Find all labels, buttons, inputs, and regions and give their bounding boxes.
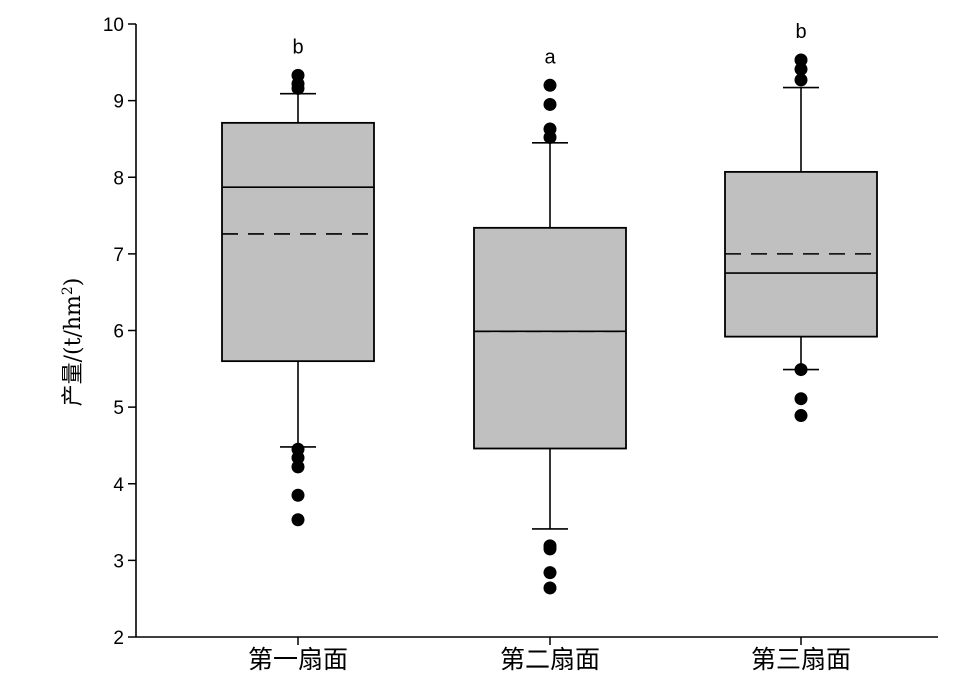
y-tick-label: 3 [113, 551, 124, 572]
outlier-point [543, 130, 557, 144]
y-tick-label: 6 [113, 322, 124, 343]
axes: 2 3 4 5 6 7 8 9 10 第一扇面 第二扇面 第三扇面 [103, 15, 938, 674]
y-tick-label: 4 [113, 475, 124, 496]
iqr-box [473, 226, 627, 450]
outlier-point [291, 451, 305, 465]
outlier-point [543, 581, 557, 595]
iqr-box [724, 170, 878, 338]
outlier-point [794, 392, 808, 406]
y-axis-label-superscript: 2 [60, 286, 76, 295]
outlier-point [794, 62, 808, 76]
outlier-point [794, 73, 808, 87]
iqr-box [221, 121, 375, 363]
x-tick-label: 第三扇面 [751, 645, 851, 674]
y-tick-label: 5 [113, 398, 124, 419]
significance-letter: b [292, 36, 303, 58]
outlier-point [543, 542, 557, 556]
outlier-point [291, 513, 305, 527]
significance-letter: b [795, 21, 806, 43]
box-plot-series: b a b [221, 21, 878, 595]
outlier-point [291, 460, 305, 474]
y-tick-label: 10 [103, 15, 124, 36]
y-tick-label: 9 [113, 92, 124, 113]
y-tick-label: 2 [113, 628, 124, 649]
outlier-point [794, 409, 808, 423]
box-group: a [473, 46, 627, 595]
outlier-point [543, 78, 557, 92]
y-tick-label: 7 [113, 245, 124, 266]
outlier-point [291, 488, 305, 502]
outlier-point [794, 363, 808, 377]
outlier-point [543, 97, 557, 111]
box-group: b [221, 36, 375, 527]
y-tick-label: 8 [113, 168, 124, 189]
significance-letter: a [544, 46, 556, 68]
x-tick-label: 第一扇面 [248, 645, 348, 674]
y-axis-label: 产量/(t/hm2) [60, 278, 86, 407]
outlier-point [794, 53, 808, 67]
outlier-point [543, 566, 557, 580]
x-tick-label: 第二扇面 [500, 645, 600, 674]
box-group: b [724, 21, 878, 423]
outlier-point [291, 81, 305, 95]
y-axis-label-close: ) [61, 278, 86, 287]
